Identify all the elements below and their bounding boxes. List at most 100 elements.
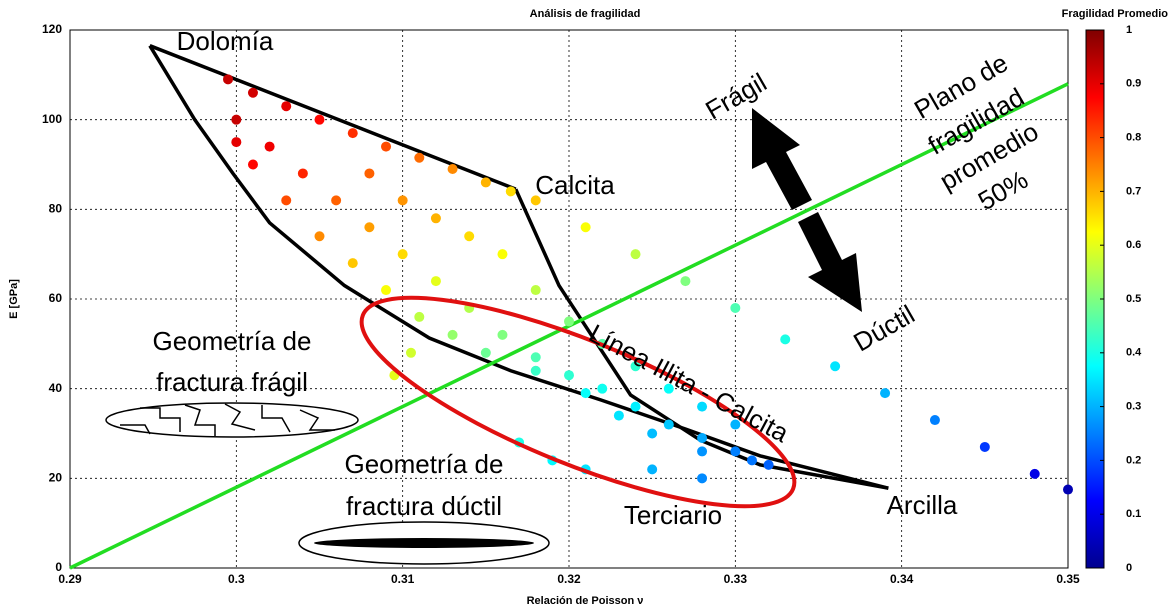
point xyxy=(447,163,458,174)
point xyxy=(647,428,658,439)
annotation: Calcita xyxy=(535,170,615,200)
point xyxy=(314,114,325,125)
point xyxy=(231,114,242,125)
point xyxy=(247,87,258,98)
colorbar-tick-label: 0.6 xyxy=(1126,239,1141,251)
y-tick-label: 120 xyxy=(42,22,62,36)
point xyxy=(414,311,425,322)
point xyxy=(505,186,516,197)
point xyxy=(297,168,308,179)
point xyxy=(364,222,375,233)
arrow xyxy=(752,108,862,312)
chart-title: Análisis de fragilidad xyxy=(530,8,641,20)
x-tick-label: 0.3 xyxy=(228,572,245,586)
y-axis-label: E [GPa] xyxy=(8,279,20,319)
point xyxy=(730,446,741,457)
colorbar-tick-label: 0 xyxy=(1126,562,1132,574)
point xyxy=(697,473,708,484)
point xyxy=(381,285,392,296)
annotation: fractura dúctil xyxy=(346,491,502,521)
point xyxy=(663,383,674,394)
y-tick-label: 60 xyxy=(49,291,63,305)
point xyxy=(430,213,441,224)
point xyxy=(647,464,658,475)
point xyxy=(763,459,774,470)
point xyxy=(397,249,408,260)
annotation: fractura frágil xyxy=(156,367,308,397)
ductile-icon xyxy=(298,521,550,565)
point xyxy=(314,231,325,242)
point xyxy=(663,419,674,430)
point xyxy=(530,285,541,296)
point xyxy=(464,231,475,242)
brittle-icon xyxy=(105,402,359,438)
line xyxy=(148,44,889,490)
point xyxy=(247,159,258,170)
point xyxy=(381,141,392,152)
highlight-ellipse xyxy=(359,295,797,509)
point xyxy=(405,347,416,358)
point xyxy=(347,128,358,139)
x-tick-label: 0.29 xyxy=(58,572,82,586)
annotation: Arcilla xyxy=(887,490,958,520)
colorbar-title: Fragilidad Promedio xyxy=(1062,8,1169,20)
colorbar-tick-label: 0.7 xyxy=(1126,185,1141,197)
point xyxy=(929,415,940,426)
x-axis-label: Relación de Poisson ν xyxy=(527,595,644,607)
point xyxy=(580,222,591,233)
annotation: Terciario xyxy=(624,500,722,530)
point xyxy=(264,141,275,152)
y-tick-label: 0 xyxy=(55,560,62,574)
colorbar-tick-label: 0.8 xyxy=(1126,132,1141,144)
x-tick-label: 0.32 xyxy=(557,572,581,586)
annotation: Geometría de xyxy=(345,449,504,479)
point xyxy=(613,410,624,421)
point xyxy=(331,195,342,206)
point xyxy=(730,419,741,430)
x-tick-label: 0.34 xyxy=(890,572,914,586)
point xyxy=(564,370,574,381)
y-tick-label: 20 xyxy=(49,471,63,485)
point xyxy=(630,401,641,412)
point xyxy=(630,361,641,372)
point xyxy=(697,401,708,412)
y-tick-label: 80 xyxy=(49,202,63,216)
point xyxy=(597,383,608,394)
colorbar-tick-label: 0.9 xyxy=(1126,78,1141,90)
colorbar-tick-label: 0.4 xyxy=(1126,347,1142,359)
point xyxy=(364,168,375,179)
point xyxy=(480,177,491,188)
point xyxy=(697,432,708,443)
point xyxy=(580,388,591,399)
point xyxy=(397,195,408,206)
point xyxy=(281,101,292,112)
point xyxy=(497,249,508,260)
colorbar-tick-label: 1 xyxy=(1126,24,1132,36)
annotation: Geometría de xyxy=(153,326,312,356)
colorbar-tick-label: 0.2 xyxy=(1126,454,1141,466)
point xyxy=(564,316,574,327)
point xyxy=(414,152,425,163)
point xyxy=(480,347,491,358)
point xyxy=(430,276,441,287)
x-tick-label: 0.35 xyxy=(1056,572,1080,586)
line xyxy=(514,188,889,490)
y-tick-label: 40 xyxy=(49,381,63,395)
point xyxy=(746,455,757,466)
point xyxy=(281,195,292,206)
x-tick-label: 0.33 xyxy=(724,572,748,586)
point xyxy=(680,276,691,287)
point xyxy=(630,249,641,260)
point xyxy=(497,329,508,340)
colorbar-tick-label: 0.5 xyxy=(1126,293,1141,305)
point xyxy=(730,302,741,313)
colorbar-tick-label: 0.3 xyxy=(1126,401,1141,413)
point xyxy=(1063,484,1073,495)
point xyxy=(347,258,358,269)
point xyxy=(530,195,541,206)
colorbar-tick-label: 0.1 xyxy=(1126,508,1141,520)
point xyxy=(223,74,234,85)
annotation: Dolomía xyxy=(177,26,274,56)
point xyxy=(697,446,708,457)
point xyxy=(447,329,458,340)
